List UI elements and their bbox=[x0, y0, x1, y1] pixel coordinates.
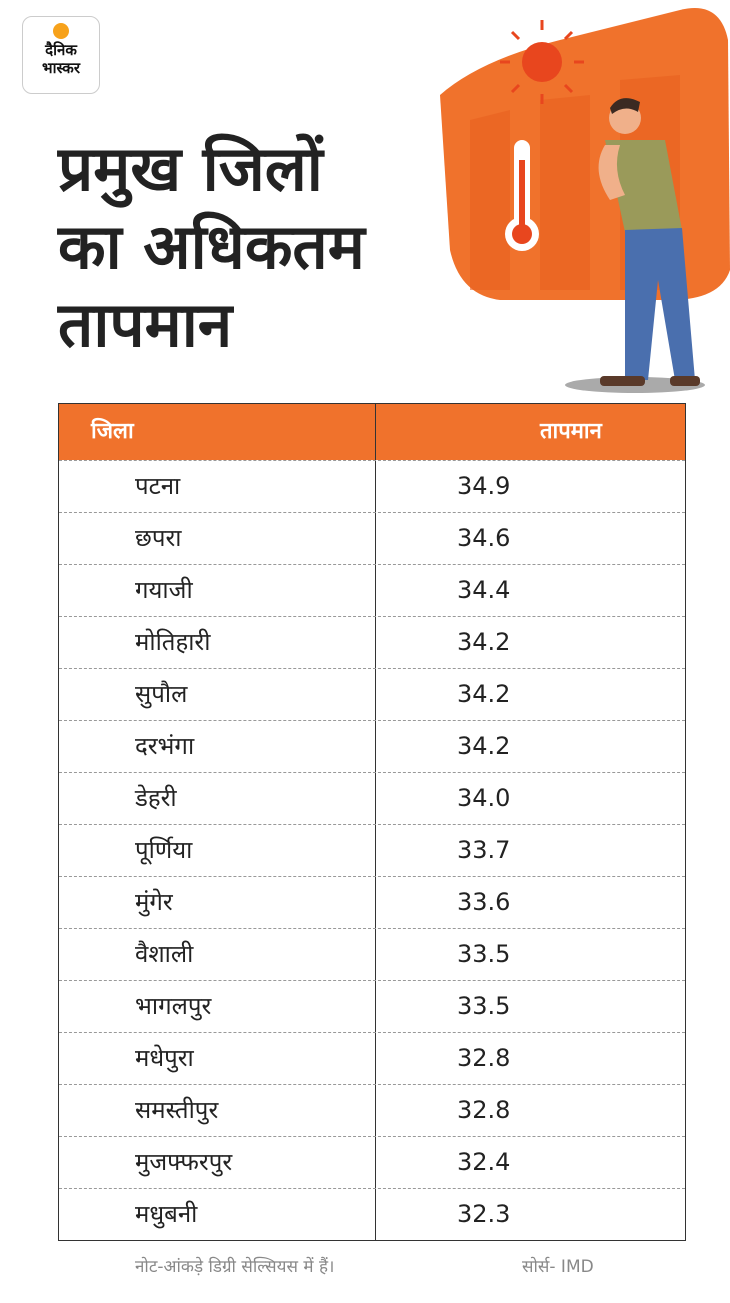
temperature-cell: 32.8 bbox=[457, 1044, 511, 1072]
temperature-cell: 34.2 bbox=[457, 680, 511, 708]
temperature-cell: 34.9 bbox=[457, 472, 511, 500]
district-cell: वैशाली bbox=[59, 929, 376, 980]
title-line: तापमान bbox=[58, 288, 233, 361]
logo-text: दैनिक bbox=[45, 41, 77, 59]
district-cell: पूर्णिया bbox=[59, 825, 376, 876]
district-cell: मुंगेर bbox=[59, 877, 376, 928]
table: जिला तापमान पटना 34.9 छपरा 34.6 गयाजी 34.4 मोत… bbox=[58, 403, 686, 1241]
temperature-cell: 32.4 bbox=[457, 1148, 511, 1176]
table-row: डेहरी 34.0 bbox=[59, 772, 685, 824]
table-row: पटना 34.9 bbox=[59, 460, 685, 512]
illustration bbox=[440, 8, 730, 393]
table-row: मुजफ्फरपुर 32.4 bbox=[59, 1136, 685, 1188]
temperature-cell: 34.2 bbox=[457, 732, 511, 760]
temperature-cell: 32.3 bbox=[457, 1200, 511, 1228]
district-cell: छपरा bbox=[59, 513, 376, 564]
title-line: प्रमुख जिलों bbox=[58, 132, 323, 205]
table-row: मोतिहारी 34.2 bbox=[59, 616, 685, 668]
temperature-cell: 34.2 bbox=[457, 628, 511, 656]
district-cell: गयाजी bbox=[59, 565, 376, 616]
temperature-cell: 33.5 bbox=[457, 940, 511, 968]
district-cell: मधेपुरा bbox=[59, 1033, 376, 1084]
temperature-cell: 33.5 bbox=[457, 992, 511, 1020]
district-cell: मधुबनी bbox=[59, 1189, 376, 1240]
footnote: नोट-आंकड़े डिग्री सेल्सियस में हैं। bbox=[135, 1257, 335, 1277]
logo-sun bbox=[53, 23, 69, 39]
district-cell: डेहरी bbox=[59, 773, 376, 824]
logo-text: भास्कर bbox=[42, 59, 80, 77]
table-row: मुंगेर 33.6 bbox=[59, 876, 685, 928]
table-row: गयाजी 34.4 bbox=[59, 564, 685, 616]
logo: दैनिक भास्कर bbox=[22, 16, 100, 94]
district-cell: दरभंगा bbox=[59, 721, 376, 772]
temperature-cell: 34.4 bbox=[457, 576, 511, 604]
district-cell: समस्तीपुर bbox=[59, 1085, 376, 1136]
temperature-cell: 32.8 bbox=[457, 1096, 511, 1124]
table-row: मधेपुरा 32.8 bbox=[59, 1032, 685, 1084]
table-row: पूर्णिया 33.7 bbox=[59, 824, 685, 876]
table-header: जिला तापमान bbox=[59, 404, 685, 460]
temperature-cell: 34.0 bbox=[457, 784, 511, 812]
table-row: सुपौल 34.2 bbox=[59, 668, 685, 720]
table-row: छपरा 34.6 bbox=[59, 512, 685, 564]
header-cell: जिला bbox=[59, 404, 376, 460]
district-cell: पटना bbox=[59, 461, 376, 512]
temperature-cell: 34.6 bbox=[457, 524, 511, 552]
title: प्रमुख जिलों का अधिकतम तापमान bbox=[58, 130, 365, 364]
table-row: वैशाली 33.5 bbox=[59, 928, 685, 980]
district-cell: मोतिहारी bbox=[59, 617, 376, 668]
table-row: दरभंगा 34.2 bbox=[59, 720, 685, 772]
header-cell: तापमान bbox=[540, 419, 602, 444]
source: सोर्स- IMD bbox=[522, 1257, 594, 1277]
table-row: समस्तीपुर 32.8 bbox=[59, 1084, 685, 1136]
district-cell: सुपौल bbox=[59, 669, 376, 720]
district-cell: मुजफ्फरपुर bbox=[59, 1137, 376, 1188]
table-row: मधुबनी 32.3 bbox=[59, 1188, 685, 1240]
table-row: भागलपुर 33.5 bbox=[59, 980, 685, 1032]
district-cell: भागलपुर bbox=[59, 981, 376, 1032]
title-line: का अधिकतम bbox=[58, 210, 365, 283]
temperature-cell: 33.7 bbox=[457, 836, 511, 864]
temperature-cell: 33.6 bbox=[457, 888, 511, 916]
